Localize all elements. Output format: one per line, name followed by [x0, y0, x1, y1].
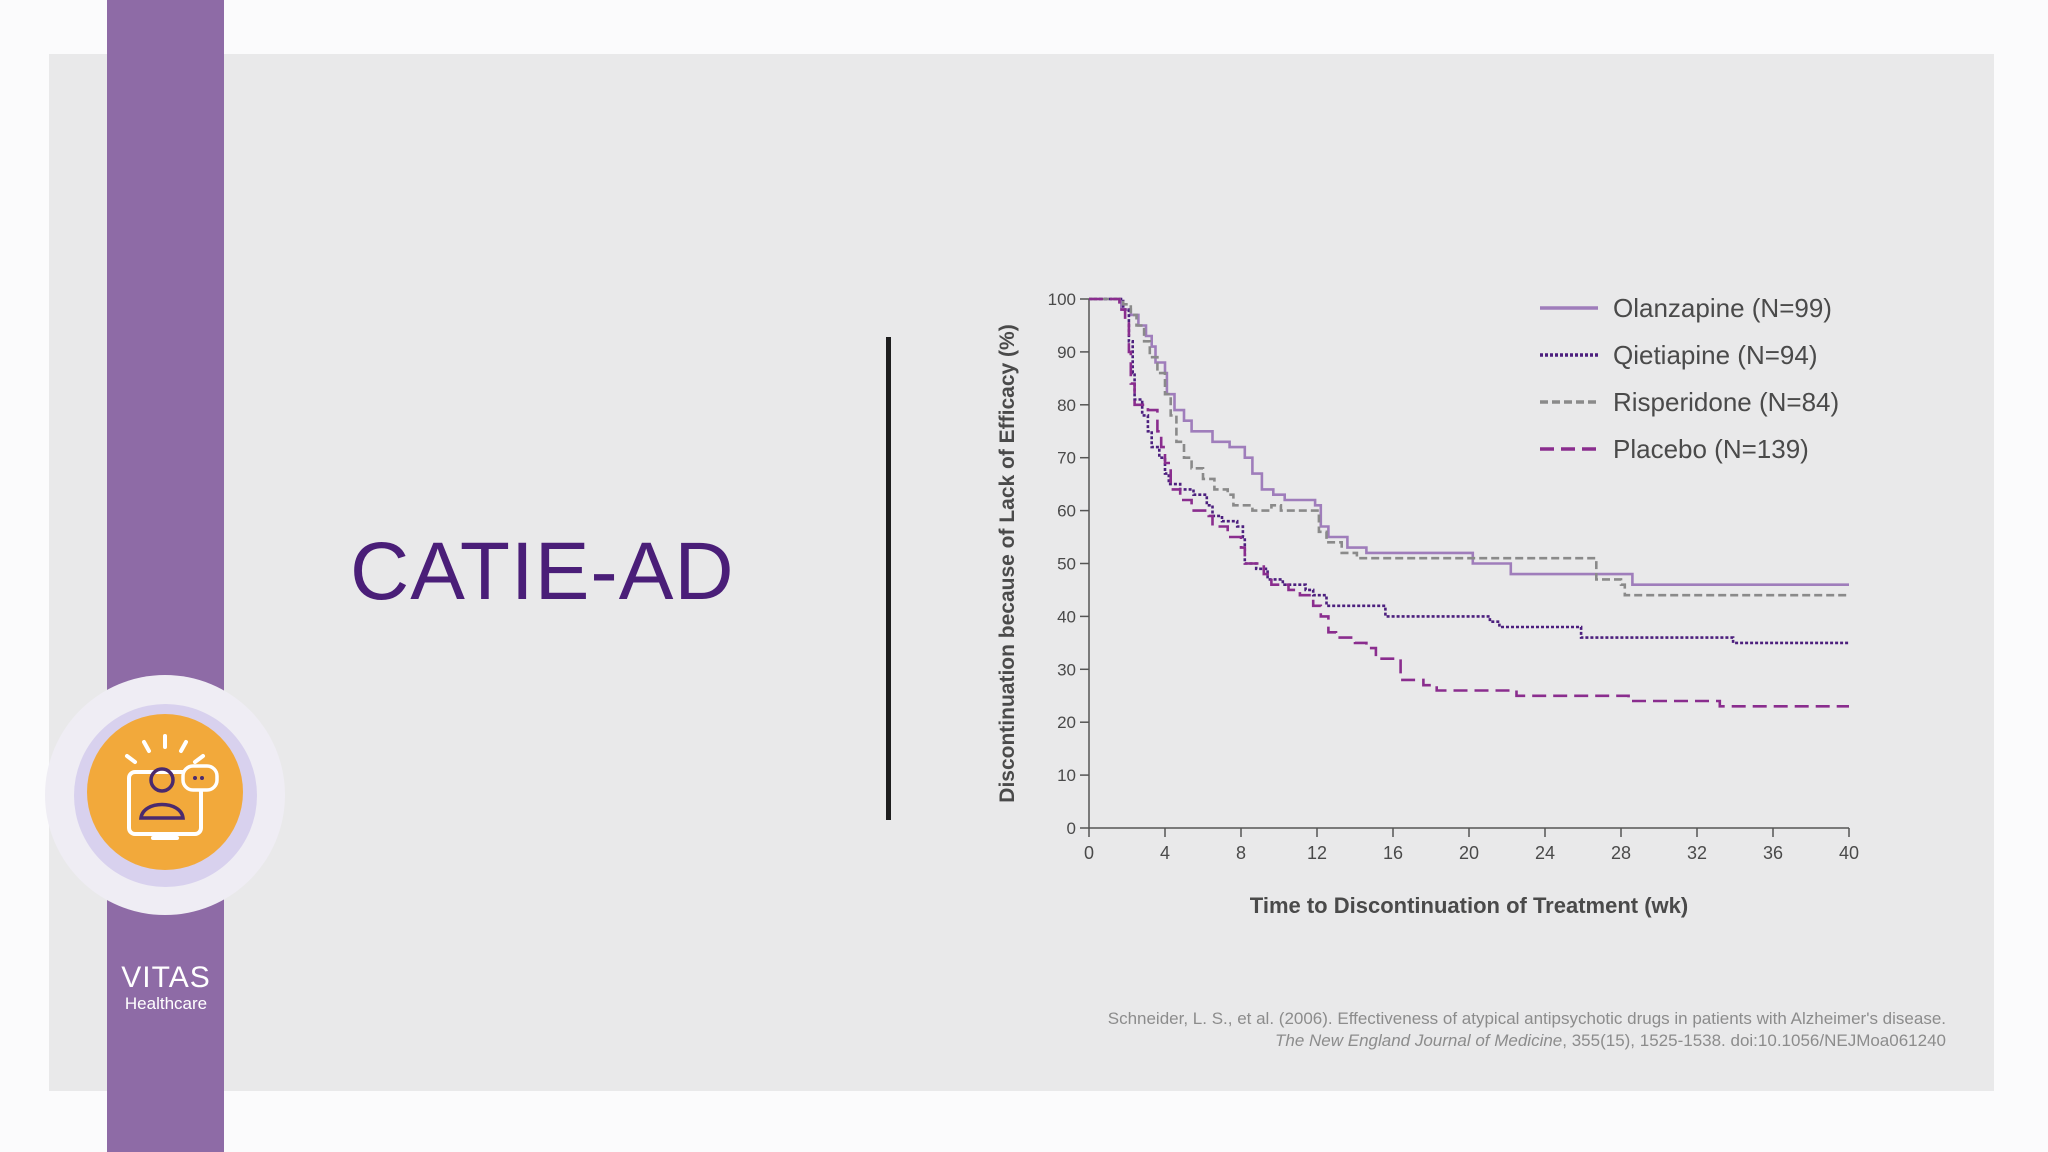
legend-label: Qietiapine (N=94)	[1613, 340, 1818, 370]
y-tick-label: 60	[1057, 502, 1076, 521]
logo-wordmark: VITAS	[121, 961, 211, 994]
vertical-divider	[886, 337, 891, 820]
x-tick-label: 40	[1839, 843, 1859, 863]
slide-panel	[49, 54, 1994, 1091]
citation-line1: Schneider, L. S., et al. (2006). Effecti…	[1107, 1009, 1946, 1028]
y-tick-label: 40	[1057, 607, 1076, 626]
y-tick-label: 0	[1067, 819, 1076, 838]
citation-line2: The New England Journal of Medicine, 355…	[1108, 1030, 1946, 1052]
y-tick-label: 90	[1057, 343, 1076, 362]
telehealth-person-chat-icon	[125, 734, 219, 840]
series-line-qietiapine	[1089, 297, 1849, 645]
series-line-olanzapine	[1089, 297, 1849, 586]
legend-label: Risperidone (N=84)	[1613, 387, 1839, 417]
citation-journal: The New England Journal of Medicine	[1274, 1031, 1563, 1050]
x-tick-label: 24	[1535, 843, 1555, 863]
legend-label: Placebo (N=139)	[1613, 434, 1809, 464]
citation: Schneider, L. S., et al. (2006). Effecti…	[1108, 1008, 1946, 1052]
x-axis-label: Time to Discontinuation of Treatment (wk…	[1250, 893, 1688, 918]
series-line-placebo	[1089, 297, 1849, 708]
y-tick-label: 70	[1057, 449, 1076, 468]
legend-label: Olanzapine (N=99)	[1613, 293, 1832, 323]
slide-title: CATIE-AD	[350, 526, 735, 617]
brand-stripe	[107, 0, 224, 1152]
vitas-logo: VITAS Healthcare	[110, 962, 222, 1014]
telehealth-badge	[87, 714, 243, 870]
x-tick-label: 4	[1160, 843, 1170, 863]
x-tick-label: 32	[1687, 843, 1707, 863]
x-tick-label: 20	[1459, 843, 1479, 863]
y-tick-label: 10	[1057, 766, 1076, 785]
citation-details: , 355(15), 1525-1538. doi:10.1056/NEJMoa…	[1562, 1031, 1946, 1050]
x-tick-label: 12	[1307, 843, 1327, 863]
km-chart: 0 10 20 30 40 50 60 70 80 90 100 0 4 8 12 16 20 24 28 32 36 4…	[996, 290, 1859, 918]
y-tick-label: 80	[1057, 396, 1076, 415]
y-axis-label: Discontinuation because of Lack of Effic…	[996, 324, 1019, 802]
x-tick-label: 28	[1611, 843, 1631, 863]
x-tick-label: 8	[1236, 843, 1246, 863]
y-tick-label: 30	[1057, 660, 1076, 679]
y-tick-label: 100	[1048, 290, 1076, 309]
logo-subtitle: Healthcare	[124, 994, 208, 1013]
y-tick-label: 20	[1057, 713, 1076, 732]
x-tick-label: 16	[1383, 843, 1403, 863]
x-tick-label: 36	[1763, 843, 1783, 863]
y-tick-label: 50	[1057, 555, 1076, 574]
series-line-risperidone	[1089, 297, 1849, 597]
x-tick-label: 0	[1084, 843, 1094, 863]
